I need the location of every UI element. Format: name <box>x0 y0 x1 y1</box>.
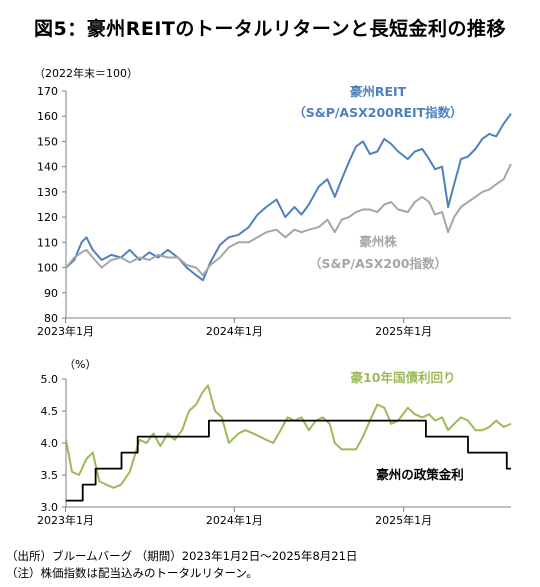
y-tick-label: 150 <box>37 135 58 148</box>
series-label: （S&P/ASX200指数） <box>309 256 447 271</box>
series-label: 豪州株 <box>359 234 397 249</box>
series-label: （S&P/ASX200REIT指数） <box>293 105 462 120</box>
x-tick-label: 2024年1月 <box>206 513 263 527</box>
y-tick-label: 100 <box>37 262 58 275</box>
y-tick-label: 90 <box>44 287 58 300</box>
y-tick-label: 170 <box>37 85 58 98</box>
y-tick-label: 5.0 <box>41 373 59 386</box>
x-tick-label: 2023年1月 <box>37 513 94 527</box>
series-line-2-2 <box>66 419 511 502</box>
series-line-2-1 <box>65 384 512 489</box>
x-tick-label: 2024年1月 <box>206 324 263 338</box>
y-tick-label: 140 <box>37 161 58 174</box>
y-tick-label: 110 <box>37 236 58 249</box>
series-label: 豪州REIT <box>350 84 407 99</box>
chart-canvas: （2022年末＝100） 80 90 100 110 120 130 140 150 160 170… <box>34 66 512 527</box>
chart-title: 図5：豪州REITのトータルリターンと長短金利の推移 <box>34 18 506 40</box>
series-label: 豪10年国債利回り <box>351 370 456 385</box>
y-tick-label: 130 <box>37 186 58 199</box>
y-tick-label: 160 <box>37 110 58 123</box>
footnotes: （出所）ブルームバーグ （期間）2023年1月2日～2025年8月21日 （注）… <box>6 548 357 582</box>
source-note: （出所）ブルームバーグ （期間）2023年1月2日～2025年8月21日 <box>6 549 358 563</box>
y-tick-label: 80 <box>44 312 58 325</box>
y-tick-label: 4.5 <box>41 405 59 418</box>
y-tick-label: 4.0 <box>41 437 59 450</box>
x-tick-label: 2025年1月 <box>375 324 432 338</box>
y-tick-label: 3.5 <box>41 469 59 482</box>
y-tick-label: 120 <box>37 211 58 224</box>
unit-label: （%） <box>64 358 96 371</box>
series-label: 豪州の政策金利 <box>376 467 464 482</box>
x-tick-label: 2025年1月 <box>375 513 432 527</box>
y-tick-label: 3.0 <box>41 501 59 514</box>
unit-label: （2022年末＝100） <box>34 66 138 80</box>
series-line-1-2 <box>65 163 512 277</box>
x-tick-label: 2023年1月 <box>37 324 94 338</box>
caption-note: （注）株価指数は配当込みのトータルリターン。 <box>6 566 258 580</box>
